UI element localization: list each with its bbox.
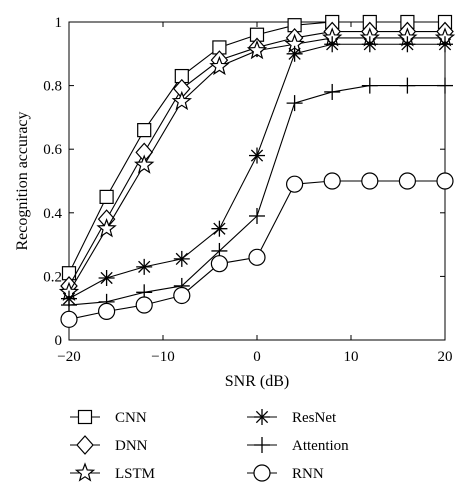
x-tick-label: 0 <box>253 349 261 365</box>
data-point-lstm <box>171 90 192 111</box>
x-axis: −20 −10 0 10 20 <box>57 22 453 365</box>
legend-marker-resnet <box>254 409 270 425</box>
legend-item-rnn: RNN <box>247 464 324 482</box>
data-point-rnn <box>248 248 266 266</box>
y-tick-label: 0 <box>55 333 63 349</box>
data-point-resnet <box>211 220 228 237</box>
data-point-rnn <box>210 255 228 273</box>
y-tick-label: 0.2 <box>43 269 62 285</box>
data-point-attention <box>324 83 341 100</box>
data-point-rnn <box>323 172 341 190</box>
legend-item-cnn: CNN <box>70 409 147 426</box>
x-tick-label: 10 <box>344 349 359 365</box>
data-point-resnet <box>136 258 153 275</box>
legend-label: DNN <box>115 438 148 454</box>
series-resnet <box>61 36 453 307</box>
data-point-resnet <box>361 36 378 53</box>
data-point-lstm <box>134 154 155 174</box>
y-tick-label: 0.6 <box>43 142 62 158</box>
y-tick-label: 1 <box>55 15 63 31</box>
series-rnn <box>60 172 454 328</box>
data-point-attention <box>361 77 378 94</box>
legend-marker-cnn <box>77 409 93 425</box>
data-point-rnn <box>398 172 416 190</box>
y-axis: 0 0.2 0.4 0.6 0.8 1 <box>43 15 445 349</box>
data-point-rnn <box>135 296 153 314</box>
y-axis-title: Recognition accuracy <box>14 111 31 250</box>
legend-label: ResNet <box>292 410 337 426</box>
legend-marker-lstm <box>74 462 96 482</box>
data-point-lstm <box>246 39 268 60</box>
data-point-resnet <box>249 147 265 164</box>
legend-item-lstm: LSTM <box>70 462 155 482</box>
data-point-resnet <box>173 250 190 267</box>
y-tick-label: 0.4 <box>43 206 62 222</box>
plot-area <box>58 14 456 328</box>
legend-marker-dnn <box>76 435 94 455</box>
y-tick-label: 0.8 <box>43 79 62 95</box>
legend-item-dnn: DNN <box>70 435 148 455</box>
legend-label: RNN <box>292 466 324 482</box>
data-point-attention <box>399 77 416 94</box>
x-tick-label: −10 <box>151 349 174 365</box>
data-point-resnet <box>437 36 453 53</box>
data-point-resnet <box>399 36 416 53</box>
legend-marker-rnn <box>253 464 271 482</box>
x-tick-label: −20 <box>57 349 80 365</box>
legend: CNN DNN LSTM ResNet Attention RNN <box>70 409 349 482</box>
data-point-attention <box>249 207 265 224</box>
data-point-rnn <box>60 310 78 328</box>
data-point-resnet <box>286 45 303 62</box>
data-point-rnn <box>436 172 454 190</box>
data-point-resnet <box>324 36 341 53</box>
data-point-rnn <box>286 175 304 193</box>
data-point-attention <box>286 95 303 112</box>
data-point-cnn <box>137 123 152 138</box>
data-point-resnet <box>98 269 115 286</box>
data-point-rnn <box>97 302 116 320</box>
legend-marker-attention <box>254 437 270 453</box>
data-point-rnn <box>173 286 191 305</box>
data-point-lstm <box>209 55 230 76</box>
x-tick-label: 20 <box>438 349 453 365</box>
data-point-cnn <box>99 189 114 204</box>
legend-item-resnet: ResNet <box>247 409 337 426</box>
legend-label: LSTM <box>115 466 155 482</box>
legend-item-attention: Attention <box>247 437 349 454</box>
data-point-rnn <box>361 172 379 190</box>
series-cnn <box>61 14 453 281</box>
x-axis-title: SNR (dB) <box>225 373 289 390</box>
legend-label: CNN <box>115 410 147 426</box>
data-point-attention <box>61 297 77 314</box>
legend-label: Attention <box>292 438 349 454</box>
data-point-attention <box>437 77 453 94</box>
data-point-lstm <box>96 217 117 238</box>
